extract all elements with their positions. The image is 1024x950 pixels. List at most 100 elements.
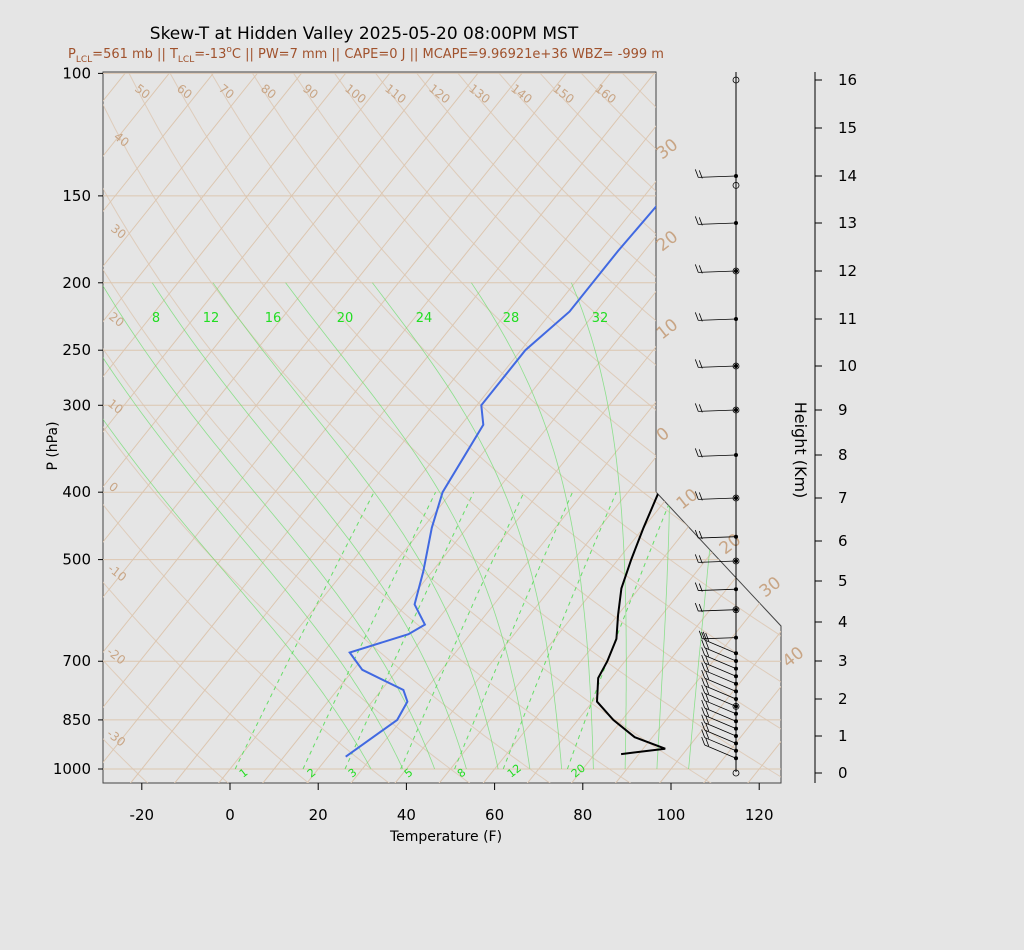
wind-barb (698, 222, 737, 225)
plot-area (102, 71, 782, 784)
height-tick-label: 14 (838, 167, 857, 185)
wind-barb-flag (698, 603, 703, 613)
wind-barb-flag (701, 736, 706, 746)
height-tick-label: 13 (838, 214, 857, 232)
wind-barb (704, 647, 737, 662)
wind-barb (704, 744, 737, 759)
y-tick-label: 850 (62, 711, 91, 729)
wind-barb-calm (732, 557, 740, 565)
wind-barb-flag (698, 555, 703, 564)
wind-barb-dot (734, 317, 738, 321)
wind-barb-flag (701, 685, 706, 694)
wind-barb-flag (694, 359, 699, 368)
wind-barb-calm (732, 703, 740, 710)
x-tick-label: 100 (657, 806, 686, 824)
wind-barb-dot (734, 496, 738, 500)
height-tick-label: 0 (838, 764, 848, 782)
wind-barb-dot (734, 734, 738, 738)
mixing-ratio-line (454, 491, 573, 770)
height-tick-label: 12 (838, 262, 857, 280)
x-tick-label: 40 (397, 806, 416, 824)
dry-adiabat-line (103, 73, 552, 783)
dry-adiabat-line (375, 73, 781, 783)
dry-adiabat-label: 10 (653, 315, 682, 344)
wind-barb (704, 737, 737, 752)
isotherm-line (792, 73, 1024, 783)
wind-barb (704, 729, 737, 744)
wind-barb-flag (698, 265, 703, 274)
mixing-ratio-label: 32 (592, 311, 609, 326)
dry-adiabat-line (103, 73, 230, 783)
dry-adiabat-line (128, 73, 781, 783)
x-tick-label: -20 (130, 806, 155, 824)
dry-adiabat-line (103, 73, 471, 783)
isotherm-line (103, 73, 258, 783)
height-tick-label: 1 (838, 727, 848, 745)
x-tick-label: 80 (573, 806, 592, 824)
chart-subtitle: PLCL=561 mb || TLCL=-13oC || PW=7 mm || … (68, 45, 664, 65)
y-tick-label: 300 (62, 396, 91, 414)
wind-barb-dot (734, 174, 738, 178)
wind-barb-flag (701, 639, 706, 648)
y-tick-label: 700 (62, 652, 91, 670)
height-tick-label: 9 (838, 401, 848, 419)
y-tick-label: 100 (62, 64, 91, 82)
moist-adiabat-line (285, 282, 531, 770)
mixing-ratio-label: 8 (152, 311, 160, 326)
wind-barb-flag (698, 217, 703, 226)
height-tick-label: 7 (838, 489, 848, 507)
dry-adiabat-label: 30 (756, 573, 785, 602)
height-tick-label: 6 (838, 532, 848, 550)
wind-barb-dot (734, 741, 738, 746)
wind-barb-flag (694, 403, 699, 412)
wind-barb-flag (705, 632, 710, 642)
height-tick-label: 8 (838, 446, 848, 464)
wind-barb-flag (698, 404, 703, 413)
wind-barb-flag (694, 169, 699, 178)
wind-barb-dot (734, 726, 738, 731)
mixing-ratio-label: 16 (265, 311, 282, 326)
y-tick-label: 400 (62, 483, 91, 501)
mixing-ratio-line (234, 491, 375, 770)
dry-adiabat-line (169, 73, 781, 783)
dry-adiabat-label: 20 (653, 227, 682, 256)
isotherm-line (103, 73, 479, 783)
wind-barb (698, 365, 737, 368)
wind-barb (702, 637, 737, 640)
wind-barb-flag (701, 662, 706, 671)
wind-barb (698, 454, 737, 457)
wind-barb-dot (734, 674, 738, 679)
wind-barb (698, 270, 737, 273)
isotherm-line (658, 73, 781, 783)
height-tick-label: 3 (838, 652, 848, 670)
y-tick-label: 200 (62, 274, 91, 292)
wind-barb-dot (734, 711, 738, 716)
wind-barb-flag (705, 715, 710, 724)
wind-barb-dot (734, 748, 738, 753)
wind-barb (698, 588, 737, 591)
height-tick-label: 4 (838, 613, 848, 631)
dry-adiabat-label: 10 (673, 485, 702, 514)
moist-adiabat-line (103, 282, 404, 770)
moist-adiabat-line (471, 282, 594, 770)
temperature-line (595, 72, 781, 756)
isotherm-line (103, 73, 655, 783)
mixing-ratio-label: 28 (503, 311, 520, 326)
wind-barb-flag (694, 491, 699, 500)
dry-adiabat-line (103, 73, 712, 783)
height-tick-label: 2 (838, 690, 848, 708)
mixing-ratio-line (302, 491, 437, 770)
dewpoint-line (345, 72, 781, 758)
dry-adiabat-label: 20 (716, 530, 745, 559)
wind-barb-flag (705, 648, 710, 657)
wind-barb-calm (732, 494, 740, 502)
wind-barb-dot (734, 221, 738, 225)
wind-barb (704, 677, 737, 692)
dry-adiabat-label: 40 (779, 643, 808, 672)
dry-adiabat-label: 30 (653, 135, 682, 164)
x-tick-label: 120 (745, 806, 774, 824)
isotherm-line (173, 73, 743, 783)
moist-adiabat-line (103, 282, 372, 770)
wind-barb (704, 714, 737, 729)
wind-barb-dot (734, 659, 738, 663)
